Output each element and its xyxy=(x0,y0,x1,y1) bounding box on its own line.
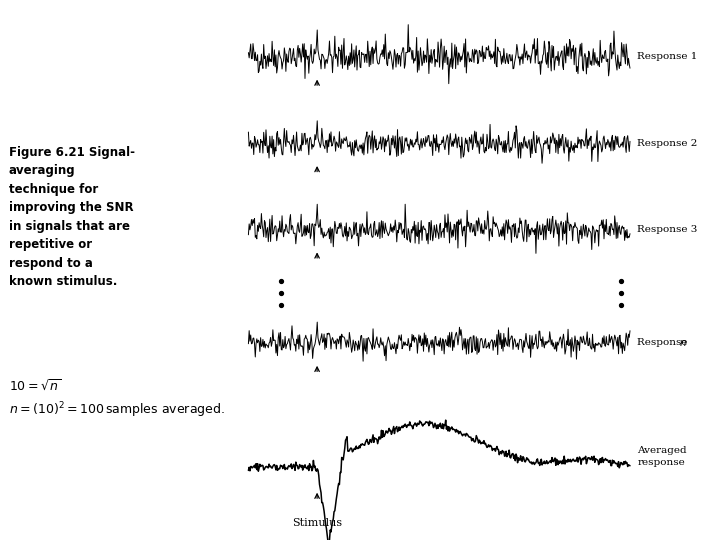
Text: Response 1: Response 1 xyxy=(637,52,698,61)
Text: $n$: $n$ xyxy=(679,338,687,348)
Text: $10 = \sqrt{n}$: $10 = \sqrt{n}$ xyxy=(9,379,61,394)
Text: Figure 6.21 Signal-
averaging
technique for
improving the SNR
in signals that ar: Figure 6.21 Signal- averaging technique … xyxy=(9,146,135,288)
Text: Stimulus: Stimulus xyxy=(292,518,342,529)
Text: Response: Response xyxy=(637,339,691,347)
Text: Averaged
response: Averaged response xyxy=(637,446,687,467)
Text: $n = (10)^2 = 100\,$samples averaged.: $n = (10)^2 = 100\,$samples averaged. xyxy=(9,401,225,420)
Text: Response 3: Response 3 xyxy=(637,225,698,234)
Text: Response 2: Response 2 xyxy=(637,139,698,147)
